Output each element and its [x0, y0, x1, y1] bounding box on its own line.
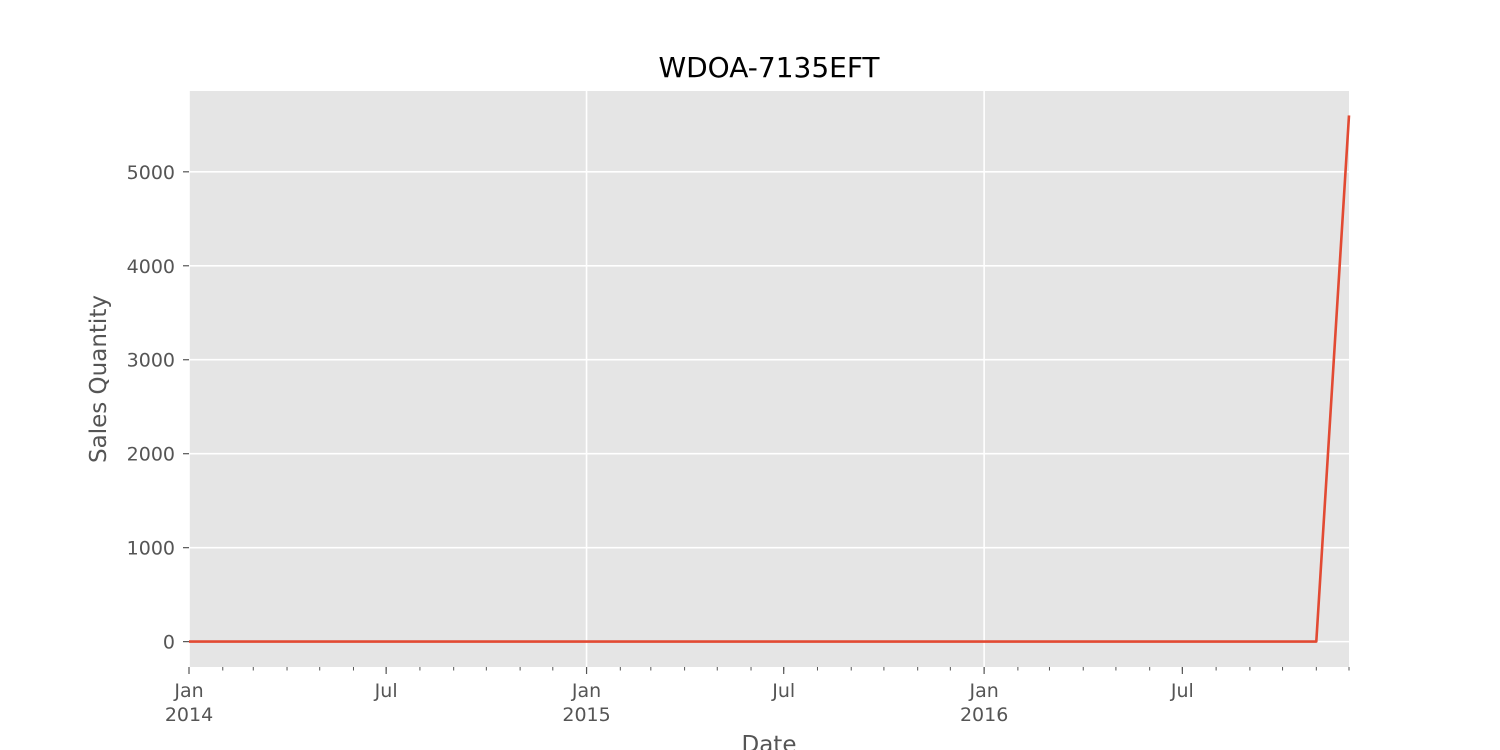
y-tick-label: 5000 — [127, 162, 175, 184]
y-tick-label: 4000 — [127, 256, 175, 278]
y-tick-label: 0 — [163, 632, 175, 654]
x-tick-label-year: 2016 — [960, 704, 1008, 726]
x-tick-label: Jan — [968, 680, 998, 702]
y-tick-label: 3000 — [127, 350, 175, 372]
series-layer — [189, 115, 1351, 643]
x-axis-label: Date — [742, 732, 797, 750]
series-line — [189, 115, 1351, 643]
plot-area — [189, 91, 1349, 667]
y-tick-label: 2000 — [127, 444, 175, 466]
chart-title: WDOA-7135EFT — [658, 51, 880, 84]
y-axis-label: Sales Quantity — [86, 295, 112, 463]
x-tick-label: Jul — [374, 680, 398, 702]
x-tick-label: Jan — [173, 680, 203, 702]
x-tick-label: Jan — [571, 680, 601, 702]
x-tick-label: Jul — [771, 680, 795, 702]
x-tick-label-year: 2015 — [562, 704, 610, 726]
y-tick-label: 1000 — [127, 538, 175, 560]
x-tick-label: Jul — [1170, 680, 1194, 702]
x-tick-label-year: 2014 — [165, 704, 213, 726]
